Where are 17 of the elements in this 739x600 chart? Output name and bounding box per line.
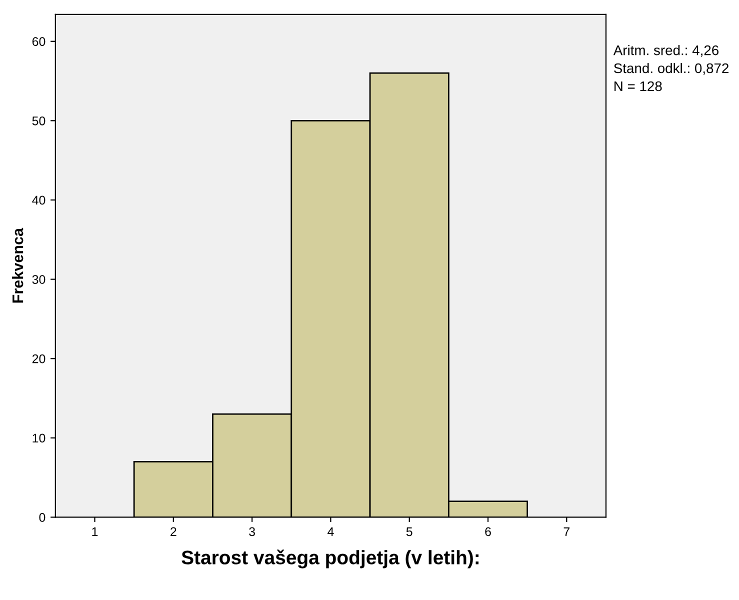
x-tick-label: 7 — [564, 527, 570, 536]
x-tick-label: 4 — [328, 527, 334, 536]
x-axis-title: Starost vašega podjetja (v letih): — [182, 550, 478, 568]
y-tick-label: 20 — [32, 354, 46, 364]
y-axis-title: Frekvenca — [12, 228, 24, 303]
y-tick-label: 10 — [32, 434, 46, 443]
y-tick-label: 30 — [32, 275, 46, 284]
y-tick-label: 60 — [32, 37, 46, 46]
text: Aritm. sred.: 4,26 Stand. odkl.: 0,872 N = 128 — [613, 45, 728, 92]
x-tick-label: 6 — [485, 527, 491, 536]
x-tick-label: 1 — [92, 527, 98, 536]
y-tick-label: 50 — [32, 116, 46, 126]
x-tick-label: 3 — [249, 527, 255, 536]
y-tick-label: 0 — [39, 513, 46, 522]
x-tick-label: 2 — [170, 527, 176, 536]
y-tick-label: 40 — [32, 196, 46, 205]
x-tick-label: 5 — [406, 527, 412, 536]
